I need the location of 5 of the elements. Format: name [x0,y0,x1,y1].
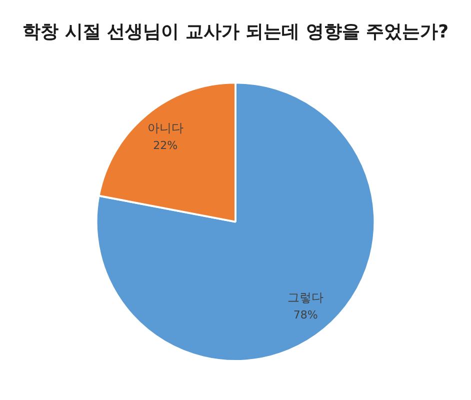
data-label: 78% [293,308,318,322]
chart-title: 학창 시절 선생님이 교사가 되는데 영향을 주었는가? [22,21,449,42]
slice-label: 아니다 [147,121,184,136]
data-label: 22% [153,138,178,152]
slice-label: 그렇다 [288,290,324,305]
